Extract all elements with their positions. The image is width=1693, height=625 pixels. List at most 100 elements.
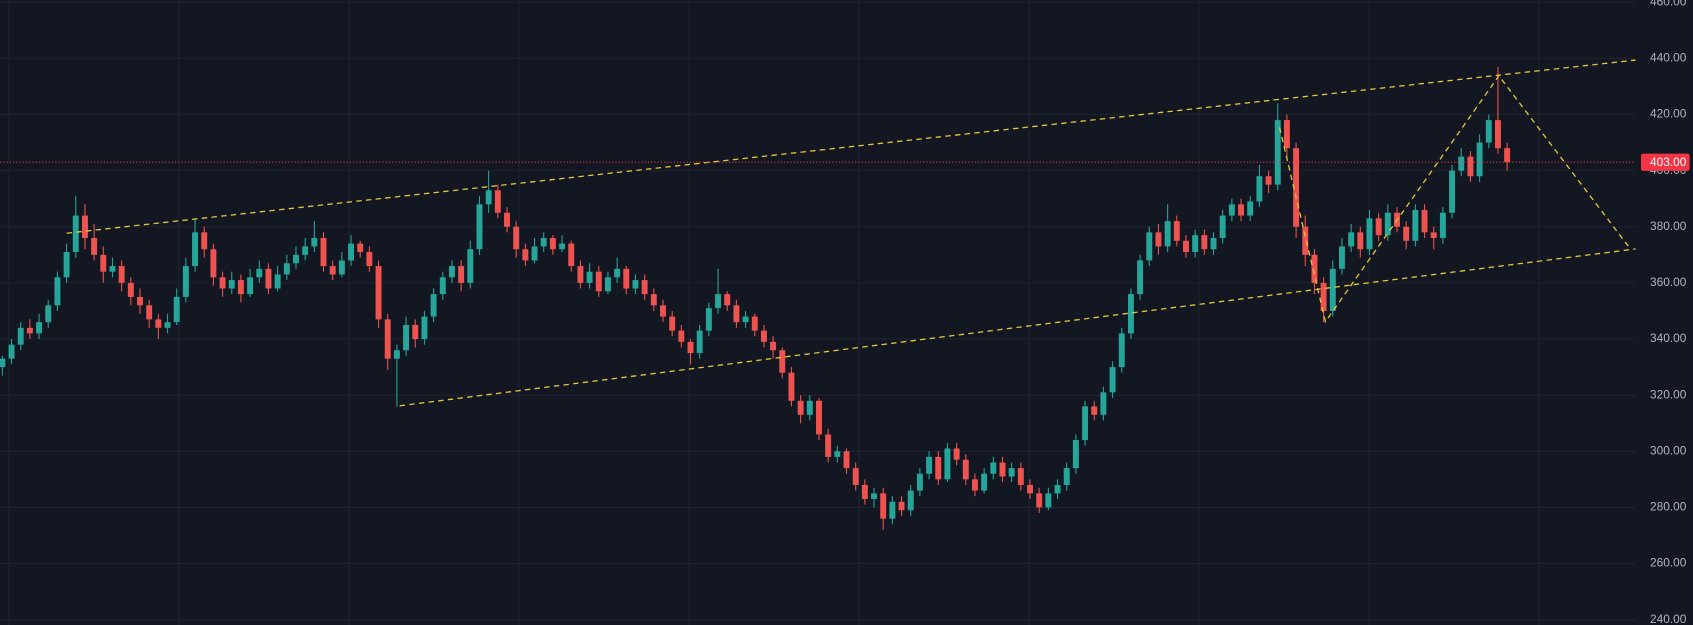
plot (0, 59, 1636, 530)
candle-body (1137, 260, 1144, 295)
candle-body (1439, 212, 1446, 238)
candle-body (935, 456, 942, 480)
candle-body (0, 358, 6, 368)
y-tick-label: 320.00 (1650, 387, 1687, 401)
candle-body (348, 243, 355, 261)
candle-body (329, 266, 336, 275)
candle-body (467, 249, 474, 283)
candle-body (219, 277, 226, 289)
candle-body (990, 462, 997, 474)
y-tick-label: 360.00 (1650, 275, 1687, 289)
candle-body (816, 400, 822, 435)
candle-body (274, 274, 281, 289)
candle-body (1320, 282, 1327, 311)
candle-body (586, 271, 593, 283)
candle-body (430, 294, 437, 317)
candle-body (210, 249, 217, 278)
candle-body (715, 294, 722, 309)
candle-body (384, 319, 391, 359)
candle-body (155, 319, 162, 328)
candle-body (1082, 406, 1089, 441)
y-tick-label: 300.00 (1650, 443, 1687, 457)
candle-body (403, 324, 410, 351)
candle-body (825, 434, 832, 457)
candle-body (852, 468, 859, 485)
candle-body (632, 280, 639, 289)
candle-body (1329, 268, 1336, 311)
candle-body (1192, 235, 1199, 253)
candle-body (1146, 232, 1153, 261)
candle-body (595, 271, 602, 292)
candle-body (1045, 493, 1052, 508)
price-axis: 240.00 260.00 280.00 300.00 320.00 340.00 360.… (1640, 0, 1690, 625)
candle-body (302, 246, 309, 255)
candle-body (1265, 176, 1272, 185)
candle-body (779, 350, 786, 373)
candle-body (724, 294, 731, 306)
y-tick-label: 420.00 (1650, 107, 1687, 121)
candle-body (283, 263, 290, 275)
candle-body (1072, 440, 1079, 469)
candle-body (733, 305, 740, 323)
candle-body (1008, 468, 1015, 477)
candle-body (36, 322, 43, 334)
candle-body (293, 254, 299, 264)
candle-body (1109, 367, 1116, 393)
candle-body (182, 266, 189, 297)
candle-body (880, 493, 887, 519)
candle-body (760, 330, 767, 342)
candle-body (898, 501, 905, 511)
candle-body (504, 212, 510, 227)
y-tick-label: 260.00 (1650, 556, 1687, 570)
candle-body (669, 316, 676, 331)
candle-body (1036, 493, 1043, 508)
candle-body (770, 341, 777, 351)
candle-body (393, 350, 400, 359)
candle-body (192, 232, 199, 267)
candle-body (1238, 204, 1245, 216)
candle-body (146, 305, 153, 320)
candle-body (45, 305, 52, 323)
candle-body (1063, 468, 1070, 485)
candle-body (1494, 120, 1501, 149)
y-tick-label: 380.00 (1650, 219, 1687, 233)
candle-body (806, 400, 813, 415)
candle-body (540, 237, 547, 247)
candle-body (953, 448, 960, 460)
trend-line (66, 59, 1636, 234)
candle-body (1338, 246, 1345, 269)
candle-body (962, 459, 969, 480)
candle-body (494, 190, 501, 213)
candle-body (81, 215, 88, 238)
candle-body (1164, 221, 1171, 247)
candle-body (751, 316, 758, 331)
candle-body (137, 296, 143, 306)
candle-body (265, 268, 272, 289)
candle-body (1256, 176, 1263, 202)
candle-body (1027, 484, 1033, 494)
candle-body (1118, 333, 1125, 368)
candle-body (1247, 201, 1254, 216)
candle-body (843, 451, 850, 469)
candle-body (696, 330, 703, 354)
candle-body (1219, 215, 1226, 238)
candle-body (1173, 221, 1180, 241)
candle-body (1017, 468, 1024, 485)
candle-body (513, 226, 520, 250)
candle-body (614, 268, 621, 278)
candle-body (1412, 209, 1419, 241)
candle-body (559, 243, 566, 250)
candle-body (1375, 218, 1382, 236)
candle-body (228, 280, 235, 289)
candle-body (788, 372, 795, 401)
candle-body (1311, 254, 1318, 283)
candle-body (476, 204, 483, 250)
candle-body (1293, 148, 1300, 227)
candle-body (17, 327, 24, 345)
candle-body (412, 324, 419, 340)
candle-body (1458, 156, 1465, 171)
candle-body (944, 448, 951, 480)
candle-body (549, 237, 556, 250)
y-tick-label: 460.00 (1650, 0, 1687, 8)
